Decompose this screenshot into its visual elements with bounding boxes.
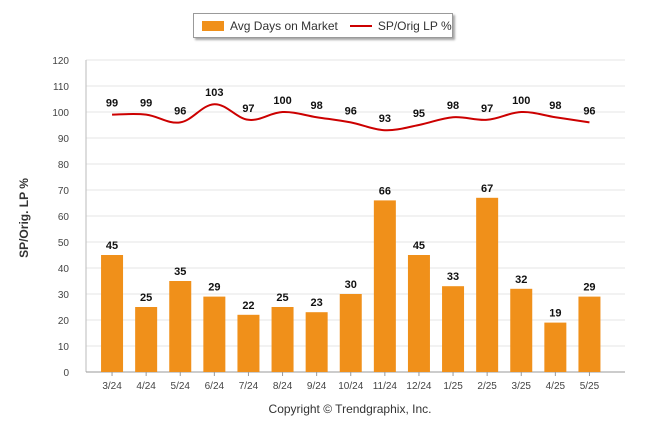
line-value-label: 98 — [549, 100, 561, 112]
x-tick-label: 12/24 — [406, 381, 431, 392]
legend-item-line: SP/Orig LP % — [349, 18, 452, 33]
legend-bar-label: Avg Days on Market — [230, 18, 338, 33]
y-tick-label: 0 — [63, 368, 69, 379]
bar-value-label: 33 — [447, 271, 459, 283]
bar — [339, 294, 362, 372]
line-value-label: 97 — [242, 103, 254, 115]
line-value-label: 96 — [174, 105, 186, 117]
line-value-label: 99 — [140, 98, 152, 110]
line-value-label: 95 — [413, 108, 425, 120]
x-tick-label: 8/24 — [273, 381, 293, 392]
line-value-label: 97 — [481, 103, 493, 115]
bar-value-label: 30 — [345, 279, 357, 291]
legend-line-label: SP/Orig LP % — [377, 18, 452, 33]
y-tick-label: 20 — [58, 316, 70, 327]
line-value-label: 99 — [106, 98, 118, 110]
bar — [305, 312, 328, 372]
bar-value-label: 19 — [549, 308, 561, 320]
bar — [544, 322, 567, 372]
bar — [271, 307, 294, 372]
x-tick-label: 7/24 — [239, 381, 259, 392]
bar-value-label: 67 — [481, 183, 493, 195]
legend-line-swatch — [349, 24, 372, 27]
bar-value-label: 45 — [106, 240, 118, 252]
bar — [407, 255, 430, 372]
bar — [203, 296, 226, 372]
y-tick-label: 60 — [58, 212, 70, 223]
x-tick-label: 10/24 — [338, 381, 363, 392]
bar-value-label: 23 — [311, 297, 323, 309]
bar-value-label: 45 — [413, 240, 425, 252]
line-series-sp-orig-lp — [112, 103, 590, 132]
y-tick-label: 10 — [58, 342, 70, 353]
x-tick-label: 4/25 — [546, 381, 566, 392]
bar — [135, 307, 158, 372]
line-value-label: 98 — [447, 100, 459, 112]
bar — [169, 281, 192, 372]
y-tick-label: 40 — [58, 264, 70, 275]
bar — [578, 296, 601, 372]
line-value-label: 98 — [311, 100, 323, 112]
bar-value-label: 22 — [242, 300, 254, 312]
x-tick-label: 5/24 — [171, 381, 191, 392]
y-axis-title: SP/Orig. LP % — [17, 178, 31, 258]
legend-bar-swatch — [202, 20, 224, 31]
copyright-footer: Copyright © Trendgraphix, Inc. — [268, 402, 432, 416]
bar — [476, 197, 499, 372]
bar — [101, 255, 124, 372]
x-tick-label: 3/25 — [512, 381, 532, 392]
bar-value-label: 32 — [515, 274, 527, 286]
bar — [442, 286, 465, 372]
y-tick-label: 30 — [58, 290, 70, 301]
bar-value-label: 29 — [208, 282, 220, 294]
y-tick-label: 100 — [52, 108, 69, 119]
legend-item-bar: Avg Days on Market — [202, 19, 338, 33]
x-tick-label: 9/24 — [307, 381, 327, 392]
x-tick-label: 3/24 — [102, 381, 122, 392]
y-tick-label: 80 — [58, 160, 70, 171]
bar-value-label: 25 — [276, 292, 288, 304]
line-value-label: 96 — [345, 105, 357, 117]
legend: Avg Days on Market SP/Orig LP % — [193, 13, 453, 38]
line-value-label: 100 — [512, 95, 530, 107]
x-tick-label: 2/25 — [477, 381, 497, 392]
bar — [237, 314, 260, 372]
line-value-label: 93 — [379, 113, 391, 125]
y-tick-label: 120 — [52, 56, 69, 67]
bar-value-label: 29 — [583, 282, 595, 294]
y-tick-label: 50 — [58, 238, 70, 249]
bar-value-label: 25 — [140, 292, 152, 304]
line-value-label: 103 — [205, 87, 223, 99]
x-tick-label: 4/24 — [136, 381, 156, 392]
line-value-label: 100 — [273, 95, 291, 107]
line-value-label: 96 — [583, 105, 595, 117]
x-tick-label: 11/24 — [373, 381, 398, 392]
x-tick-label: 5/25 — [580, 381, 600, 392]
y-tick-label: 90 — [58, 134, 70, 145]
bar — [373, 200, 396, 372]
x-tick-label: 1/25 — [443, 381, 463, 392]
bar-value-label: 66 — [379, 185, 391, 197]
bar-value-label: 35 — [174, 266, 186, 278]
bar — [510, 288, 533, 372]
y-tick-label: 70 — [58, 186, 70, 197]
y-tick-label: 110 — [53, 82, 69, 93]
x-tick-label: 6/24 — [205, 381, 225, 392]
